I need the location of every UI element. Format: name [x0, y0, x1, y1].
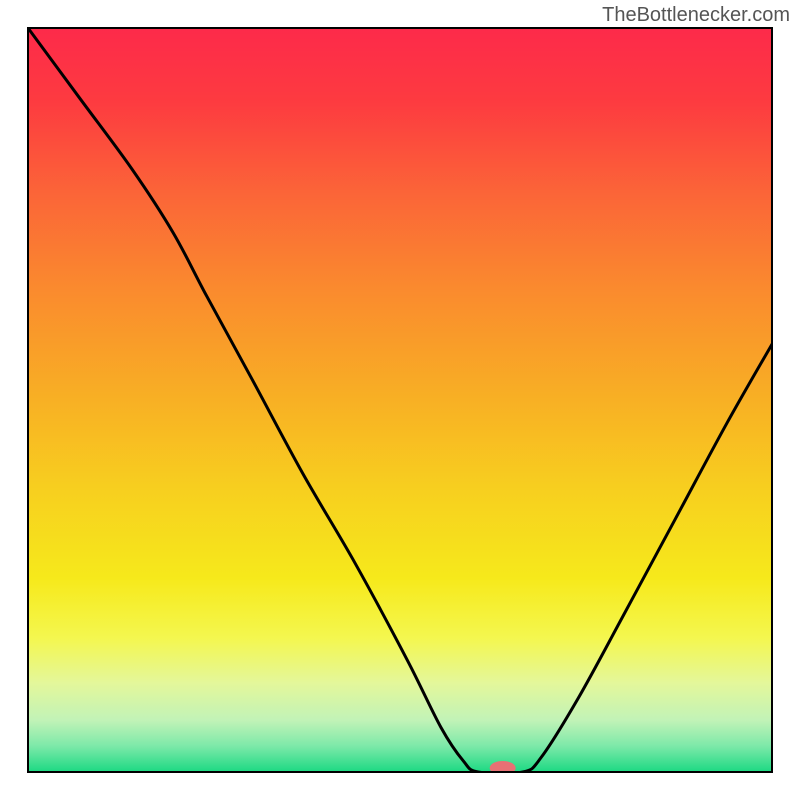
chart-container: TheBottlenecker.com	[0, 0, 800, 800]
bottleneck-chart	[0, 0, 800, 800]
plot-background	[28, 28, 772, 772]
